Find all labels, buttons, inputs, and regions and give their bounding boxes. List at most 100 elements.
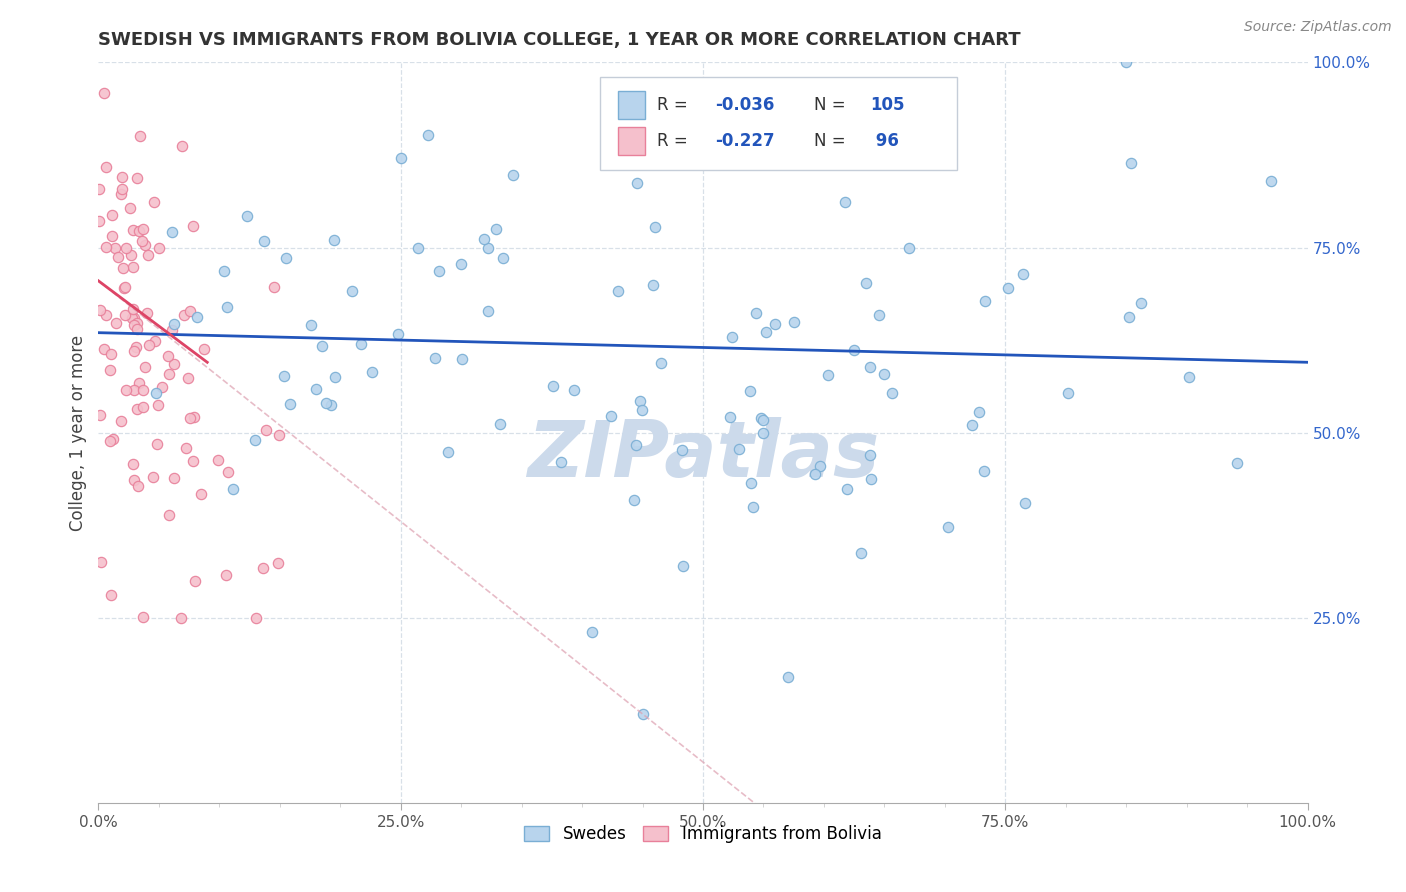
Point — [631, 706, 654, 721]
Point — [94, 308, 117, 322]
Point — [122, 383, 145, 397]
Point — [273, 369, 295, 384]
Point — [752, 413, 775, 427]
Point — [718, 409, 741, 424]
Point — [100, 208, 122, 222]
Point — [100, 347, 122, 361]
Point — [160, 225, 183, 239]
Point — [114, 308, 136, 322]
Legend: Swedes, Immigrants from Bolivia: Swedes, Immigrants from Bolivia — [517, 819, 889, 850]
Point — [183, 410, 205, 425]
Point — [606, 284, 628, 298]
Point — [997, 281, 1019, 295]
Point — [305, 382, 328, 396]
Point — [131, 222, 153, 236]
Point — [1260, 174, 1282, 188]
Point — [132, 610, 155, 624]
Point — [125, 171, 148, 186]
Point — [581, 625, 603, 640]
Point — [868, 308, 890, 322]
Point — [472, 232, 495, 246]
Point — [1118, 310, 1140, 324]
Point — [489, 417, 512, 431]
Point — [406, 241, 429, 255]
Point — [127, 322, 149, 336]
Point — [170, 610, 193, 624]
Point — [437, 445, 460, 459]
Point — [111, 182, 134, 196]
Point — [763, 317, 786, 331]
Text: ZIPatlas: ZIPatlas — [527, 417, 879, 493]
Point — [974, 293, 997, 308]
Point — [254, 423, 277, 437]
Point — [644, 219, 666, 234]
Point — [125, 316, 148, 330]
Point — [626, 176, 648, 190]
Point — [564, 383, 586, 397]
Point — [93, 342, 115, 356]
Point — [215, 300, 238, 314]
Point — [98, 434, 121, 448]
Point — [142, 470, 165, 484]
Bar — [619, 127, 645, 155]
Point — [87, 213, 110, 227]
Point — [253, 235, 276, 249]
Point — [740, 384, 762, 399]
Point — [810, 156, 832, 170]
Point — [960, 417, 983, 432]
Point — [389, 151, 412, 165]
Point — [541, 379, 564, 393]
Point — [973, 464, 995, 478]
Point — [855, 277, 877, 291]
Point — [599, 409, 621, 423]
Point — [174, 441, 197, 455]
Point — [323, 233, 346, 247]
Point — [859, 359, 882, 374]
Point — [236, 209, 259, 223]
Point — [193, 342, 215, 356]
Point — [145, 436, 167, 450]
Point — [276, 252, 298, 266]
Point — [751, 411, 773, 425]
Point — [162, 323, 184, 337]
Point — [315, 396, 337, 410]
Point — [267, 427, 290, 442]
Point — [89, 303, 111, 318]
Point — [492, 251, 515, 265]
Point — [477, 304, 499, 318]
Point — [190, 486, 212, 500]
Point — [1057, 385, 1080, 400]
Point — [176, 371, 198, 385]
Point — [181, 219, 204, 233]
Point — [122, 301, 145, 316]
Point — [550, 455, 572, 469]
Point — [128, 224, 150, 238]
Point — [1012, 267, 1035, 281]
Point — [849, 546, 872, 560]
Point — [700, 149, 723, 163]
Point — [628, 393, 651, 408]
Point — [859, 472, 882, 486]
Point — [1121, 155, 1143, 169]
Point — [804, 467, 827, 481]
Point — [134, 238, 156, 252]
Point — [842, 343, 865, 358]
Point — [1177, 370, 1199, 384]
Point — [801, 134, 824, 148]
Text: N =: N = — [814, 132, 851, 150]
Point — [266, 557, 288, 571]
Point — [111, 170, 134, 185]
Point — [752, 425, 775, 440]
Point — [173, 308, 195, 322]
Point — [145, 385, 167, 400]
Point — [127, 402, 149, 417]
Point — [299, 318, 322, 332]
Point — [858, 448, 880, 462]
Text: -0.036: -0.036 — [716, 96, 775, 114]
Point — [143, 195, 166, 210]
Point — [121, 260, 143, 274]
Point — [136, 306, 159, 320]
Point — [128, 376, 150, 390]
Point — [157, 508, 180, 523]
Point — [148, 241, 170, 255]
